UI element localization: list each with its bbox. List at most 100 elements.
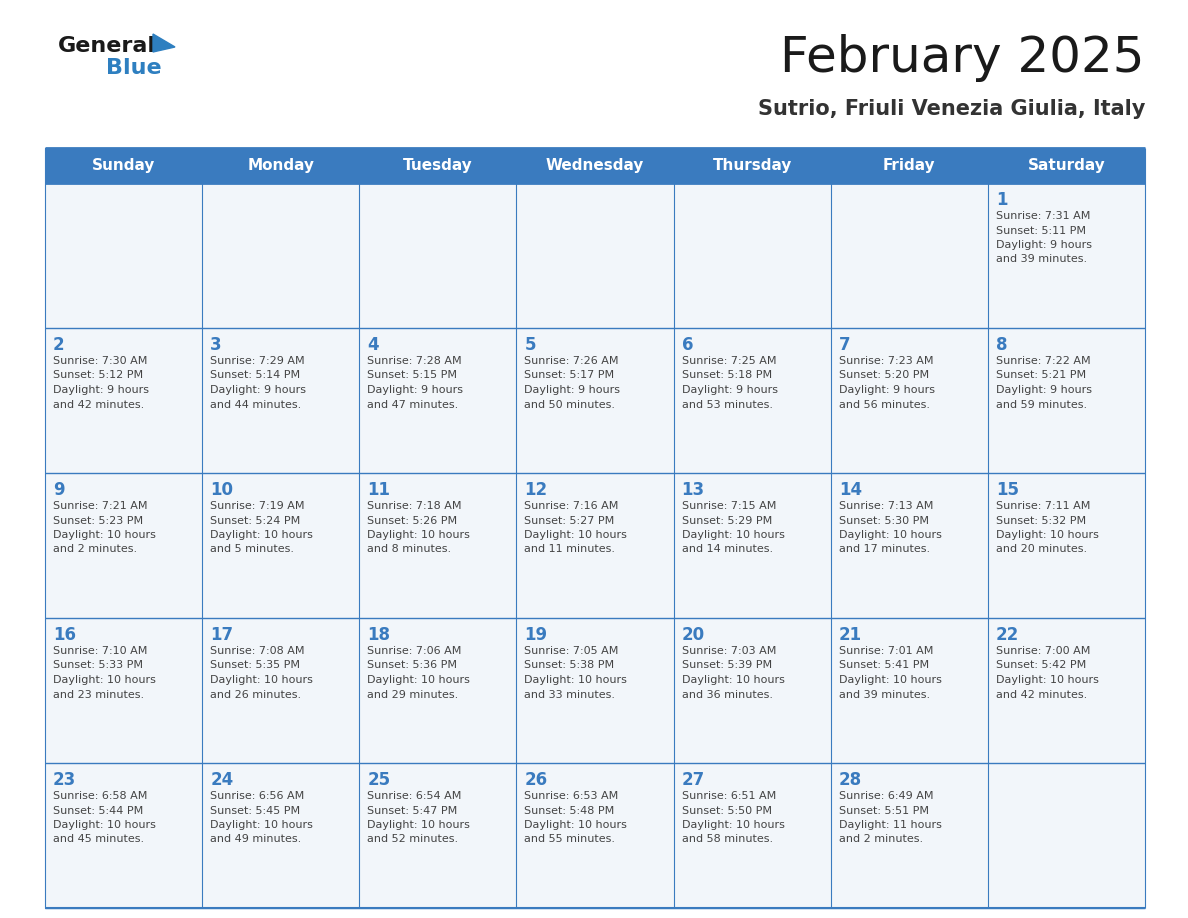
Bar [359, 618, 517, 763]
Text: Daylight: 10 hours: Daylight: 10 hours [53, 530, 156, 540]
Text: Sunrise: 7:13 AM: Sunrise: 7:13 AM [839, 501, 933, 511]
Text: 28: 28 [839, 771, 861, 789]
Bar [359, 328, 517, 473]
Text: Sunset: 5:11 PM: Sunset: 5:11 PM [996, 226, 1086, 236]
Text: Sunset: 5:14 PM: Sunset: 5:14 PM [210, 371, 301, 380]
Text: Sunset: 5:48 PM: Sunset: 5:48 PM [524, 805, 614, 815]
Text: Sunrise: 7:29 AM: Sunrise: 7:29 AM [210, 356, 305, 366]
Text: Sunset: 5:36 PM: Sunset: 5:36 PM [367, 660, 457, 670]
Text: and 14 minutes.: and 14 minutes. [682, 544, 772, 554]
Bar [517, 618, 674, 763]
Text: and 29 minutes.: and 29 minutes. [367, 689, 459, 700]
Text: and 33 minutes.: and 33 minutes. [524, 689, 615, 700]
Text: 22: 22 [996, 626, 1019, 644]
Text: Sunset: 5:30 PM: Sunset: 5:30 PM [839, 516, 929, 525]
Bar [988, 763, 1145, 908]
Text: Sunday: Sunday [91, 158, 156, 173]
Text: Daylight: 10 hours: Daylight: 10 hours [682, 820, 784, 830]
Text: Daylight: 10 hours: Daylight: 10 hours [210, 675, 312, 685]
Text: 27: 27 [682, 771, 704, 789]
Bar [674, 328, 830, 473]
Text: Sunrise: 6:53 AM: Sunrise: 6:53 AM [524, 791, 619, 801]
Text: 16: 16 [53, 626, 76, 644]
Text: and 44 minutes.: and 44 minutes. [210, 399, 302, 409]
Bar [517, 763, 674, 908]
Bar [830, 763, 988, 908]
Text: Sunrise: 6:49 AM: Sunrise: 6:49 AM [839, 791, 934, 801]
Text: Daylight: 10 hours: Daylight: 10 hours [524, 530, 627, 540]
Bar [674, 763, 830, 908]
Text: and 42 minutes.: and 42 minutes. [996, 689, 1087, 700]
Text: Friday: Friday [883, 158, 936, 173]
Bar [674, 618, 830, 763]
Text: Sunrise: 7:18 AM: Sunrise: 7:18 AM [367, 501, 462, 511]
Text: and 56 minutes.: and 56 minutes. [839, 399, 930, 409]
Text: Sunset: 5:45 PM: Sunset: 5:45 PM [210, 805, 301, 815]
Text: Daylight: 10 hours: Daylight: 10 hours [839, 530, 942, 540]
Text: 1: 1 [996, 191, 1007, 209]
Bar [830, 618, 988, 763]
Bar [988, 473, 1145, 618]
Text: Sunset: 5:27 PM: Sunset: 5:27 PM [524, 516, 614, 525]
Text: and 47 minutes.: and 47 minutes. [367, 399, 459, 409]
Text: Daylight: 10 hours: Daylight: 10 hours [53, 820, 156, 830]
Text: Thursday: Thursday [713, 158, 792, 173]
Text: Sunrise: 7:01 AM: Sunrise: 7:01 AM [839, 646, 933, 656]
Bar [45, 763, 202, 908]
Text: and 39 minutes.: and 39 minutes. [996, 254, 1087, 264]
Text: Sunrise: 6:56 AM: Sunrise: 6:56 AM [210, 791, 304, 801]
Text: Sunrise: 7:08 AM: Sunrise: 7:08 AM [210, 646, 304, 656]
Text: Sunrise: 7:22 AM: Sunrise: 7:22 AM [996, 356, 1091, 366]
Text: Sunrise: 7:05 AM: Sunrise: 7:05 AM [524, 646, 619, 656]
Text: Sunrise: 7:30 AM: Sunrise: 7:30 AM [53, 356, 147, 366]
Text: Sunset: 5:29 PM: Sunset: 5:29 PM [682, 516, 772, 525]
Text: Sunset: 5:47 PM: Sunset: 5:47 PM [367, 805, 457, 815]
Text: 24: 24 [210, 771, 233, 789]
Text: Daylight: 10 hours: Daylight: 10 hours [53, 675, 156, 685]
Bar [674, 183, 830, 328]
Text: Sunset: 5:41 PM: Sunset: 5:41 PM [839, 660, 929, 670]
Text: Sunrise: 7:25 AM: Sunrise: 7:25 AM [682, 356, 776, 366]
Text: and 20 minutes.: and 20 minutes. [996, 544, 1087, 554]
Bar [202, 183, 359, 328]
Text: 13: 13 [682, 481, 704, 499]
Text: Daylight: 9 hours: Daylight: 9 hours [210, 385, 307, 395]
Text: 23: 23 [53, 771, 76, 789]
Text: Sunrise: 7:16 AM: Sunrise: 7:16 AM [524, 501, 619, 511]
Text: Daylight: 10 hours: Daylight: 10 hours [682, 675, 784, 685]
Text: and 55 minutes.: and 55 minutes. [524, 834, 615, 845]
Polygon shape [153, 34, 175, 52]
Bar [45, 148, 1145, 183]
Bar [359, 763, 517, 908]
Text: and 11 minutes.: and 11 minutes. [524, 544, 615, 554]
Text: and 45 minutes.: and 45 minutes. [53, 834, 144, 845]
Text: Sunrise: 7:03 AM: Sunrise: 7:03 AM [682, 646, 776, 656]
Text: Sunset: 5:17 PM: Sunset: 5:17 PM [524, 371, 614, 380]
Bar [202, 328, 359, 473]
Text: Sunset: 5:32 PM: Sunset: 5:32 PM [996, 516, 1086, 525]
Text: Daylight: 10 hours: Daylight: 10 hours [210, 820, 312, 830]
Text: Sunset: 5:38 PM: Sunset: 5:38 PM [524, 660, 614, 670]
Text: and 36 minutes.: and 36 minutes. [682, 689, 772, 700]
Text: and 58 minutes.: and 58 minutes. [682, 834, 772, 845]
Text: Sunset: 5:50 PM: Sunset: 5:50 PM [682, 805, 771, 815]
Text: 25: 25 [367, 771, 391, 789]
Text: Daylight: 10 hours: Daylight: 10 hours [210, 530, 312, 540]
Text: 14: 14 [839, 481, 861, 499]
Text: Sunrise: 7:15 AM: Sunrise: 7:15 AM [682, 501, 776, 511]
Text: 6: 6 [682, 336, 693, 354]
Text: Sunrise: 7:26 AM: Sunrise: 7:26 AM [524, 356, 619, 366]
Text: Daylight: 10 hours: Daylight: 10 hours [524, 820, 627, 830]
Text: Daylight: 10 hours: Daylight: 10 hours [996, 675, 1099, 685]
Text: Daylight: 9 hours: Daylight: 9 hours [367, 385, 463, 395]
Text: Sunrise: 7:19 AM: Sunrise: 7:19 AM [210, 501, 304, 511]
Text: Sunset: 5:24 PM: Sunset: 5:24 PM [210, 516, 301, 525]
Text: Daylight: 9 hours: Daylight: 9 hours [996, 240, 1092, 250]
Text: and 17 minutes.: and 17 minutes. [839, 544, 930, 554]
Text: Sunrise: 6:54 AM: Sunrise: 6:54 AM [367, 791, 462, 801]
Text: Sunset: 5:12 PM: Sunset: 5:12 PM [53, 371, 143, 380]
Text: 12: 12 [524, 481, 548, 499]
Text: 9: 9 [53, 481, 64, 499]
Text: 15: 15 [996, 481, 1019, 499]
Bar [517, 183, 674, 328]
